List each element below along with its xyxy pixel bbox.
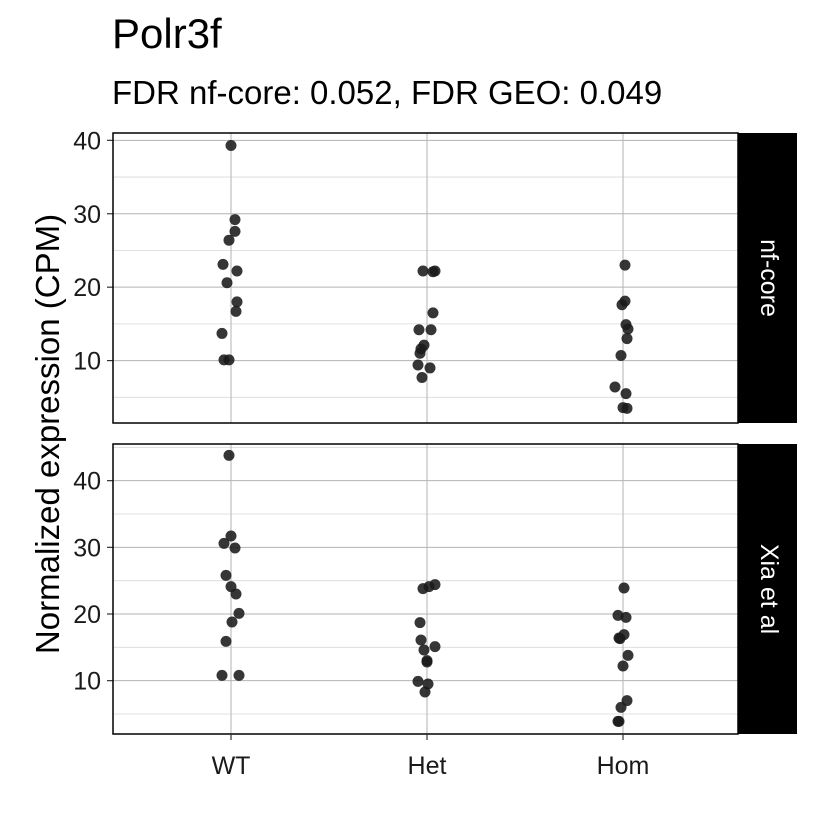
strip-label: nf-core — [755, 239, 783, 317]
data-point — [427, 266, 439, 278]
data-point — [418, 644, 430, 656]
data-point — [617, 660, 629, 672]
data-point — [616, 299, 628, 311]
y-tick-label: 20 — [73, 274, 101, 302]
data-point — [620, 388, 632, 400]
data-point — [216, 327, 228, 339]
data-point — [618, 582, 630, 594]
data-point — [415, 634, 427, 646]
y-tick-label: 10 — [73, 348, 101, 376]
data-point — [221, 277, 233, 289]
data-point — [229, 214, 241, 226]
data-point — [614, 633, 626, 645]
data-point — [230, 305, 242, 317]
data-point — [424, 362, 436, 374]
data-point — [412, 359, 424, 371]
data-point — [223, 449, 235, 461]
y-tick-label: 30 — [73, 534, 101, 562]
data-point — [231, 296, 243, 308]
y-tick-label: 30 — [73, 201, 101, 229]
panel-1: 10 20 30 40 nf-core — [73, 127, 797, 424]
data-point — [225, 530, 237, 542]
data-point — [220, 569, 232, 581]
data-point — [620, 611, 632, 623]
data-point — [229, 542, 241, 554]
y-tick-label: 10 — [73, 668, 101, 696]
data-point — [427, 307, 439, 319]
data-point — [225, 139, 237, 151]
data-point — [414, 617, 426, 629]
data-point — [412, 675, 424, 687]
data-point — [621, 402, 633, 414]
panel-2: 10 20 30 40 Xia et al — [73, 443, 797, 735]
data-point — [622, 649, 634, 661]
data-point — [429, 641, 441, 653]
data-point — [231, 265, 243, 277]
data-point — [622, 323, 634, 335]
data-point — [229, 225, 241, 237]
x-tick-label: Het — [408, 752, 447, 780]
data-point — [615, 701, 627, 713]
data-point — [223, 234, 235, 246]
strip-background — [738, 133, 797, 423]
data-point — [223, 354, 235, 366]
strip-background — [738, 444, 797, 734]
data-point — [615, 349, 627, 361]
y-tick-label: 20 — [73, 601, 101, 629]
data-point — [414, 347, 426, 359]
data-point — [216, 669, 228, 681]
data-point — [218, 537, 230, 549]
data-point — [217, 258, 229, 270]
data-point — [413, 324, 425, 336]
data-point — [233, 669, 245, 681]
chart-title: Polr3f — [112, 10, 222, 57]
data-point — [416, 371, 428, 383]
data-point — [417, 265, 429, 277]
data-point — [417, 583, 429, 595]
data-point — [226, 616, 238, 628]
data-point — [613, 715, 625, 727]
x-tick-label: WT — [212, 752, 251, 780]
x-tick-label: Hom — [597, 752, 650, 780]
data-point — [425, 324, 437, 336]
data-point — [220, 635, 232, 647]
data-point — [609, 381, 621, 393]
data-point — [621, 333, 633, 345]
data-point — [230, 588, 242, 600]
y-tick-label: 40 — [73, 468, 101, 496]
data-point — [421, 656, 433, 668]
data-point — [619, 259, 631, 271]
y-tick-label: 40 — [73, 127, 101, 155]
chart-subtitle: FDR nf-core: 0.052, FDR GEO: 0.049 — [112, 74, 663, 111]
strip-label: Xia et al — [755, 544, 783, 634]
data-point — [419, 686, 431, 698]
data-point — [233, 607, 245, 619]
